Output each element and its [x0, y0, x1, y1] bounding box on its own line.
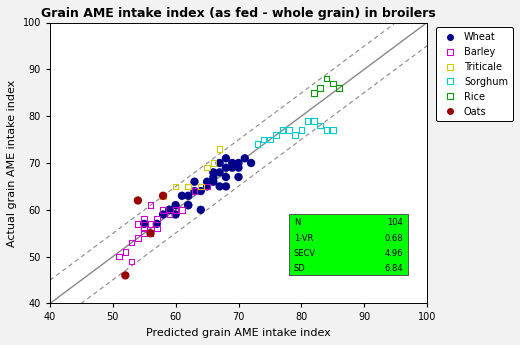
Text: N: N — [294, 218, 300, 227]
Y-axis label: Actual grain AME intake index: Actual grain AME intake index — [7, 79, 17, 247]
Barley — [190, 188, 199, 194]
Barley — [197, 184, 205, 189]
Wheat — [178, 193, 186, 198]
Wheat — [203, 184, 211, 189]
Triticale — [209, 160, 217, 166]
Barley — [184, 184, 192, 189]
Sorghum — [272, 132, 280, 138]
Triticale — [215, 146, 224, 152]
Triticale — [184, 184, 192, 189]
Barley — [127, 240, 136, 245]
Barley — [134, 235, 142, 241]
Barley — [178, 207, 186, 213]
Sorghum — [253, 141, 262, 147]
Oats — [146, 230, 154, 236]
Text: 104: 104 — [387, 218, 403, 227]
Barley — [134, 221, 142, 227]
Barley — [165, 212, 174, 217]
Oats — [121, 273, 129, 278]
Oats — [159, 193, 167, 198]
Barley — [140, 226, 148, 231]
Rice — [310, 90, 318, 96]
Sorghum — [304, 118, 312, 124]
Sorghum — [266, 137, 274, 142]
Rice — [329, 81, 337, 86]
Wheat — [152, 221, 161, 227]
Barley — [172, 207, 180, 213]
Wheat — [172, 203, 180, 208]
Wheat — [241, 156, 249, 161]
Text: 1-VR: 1-VR — [294, 234, 313, 243]
Wheat — [235, 160, 243, 166]
Wheat — [222, 184, 230, 189]
Barley — [203, 184, 211, 189]
Triticale — [172, 184, 180, 189]
Barley — [152, 216, 161, 222]
Sorghum — [297, 127, 306, 133]
Sorghum — [284, 127, 293, 133]
Text: 4.96: 4.96 — [385, 249, 403, 258]
Rice — [316, 85, 324, 91]
Sorghum — [322, 127, 331, 133]
Title: Grain AME intake index (as fed - whole grain) in broilers: Grain AME intake index (as fed - whole g… — [41, 7, 436, 20]
Wheat — [140, 221, 148, 227]
Wheat — [215, 160, 224, 166]
Wheat — [215, 170, 224, 175]
Wheat — [184, 203, 192, 208]
Barley — [127, 258, 136, 264]
Sorghum — [329, 127, 337, 133]
Wheat — [203, 179, 211, 185]
Wheat — [222, 174, 230, 180]
Oats — [134, 198, 142, 203]
Wheat — [184, 203, 192, 208]
Barley — [140, 226, 148, 231]
Wheat — [172, 212, 180, 217]
Sorghum — [278, 127, 287, 133]
Barley — [159, 207, 167, 213]
Wheat — [159, 212, 167, 217]
Wheat — [247, 160, 255, 166]
Barley — [146, 221, 154, 227]
X-axis label: Predicted grain AME intake index: Predicted grain AME intake index — [146, 328, 331, 338]
Wheat — [184, 193, 192, 198]
Rice — [322, 76, 331, 81]
Barley — [146, 230, 154, 236]
Text: 6.84: 6.84 — [385, 264, 403, 273]
Text: 0.68: 0.68 — [385, 234, 403, 243]
Text: SD: SD — [294, 264, 306, 273]
Triticale — [197, 184, 205, 189]
Wheat — [209, 174, 217, 180]
Wheat — [228, 160, 237, 166]
Wheat — [190, 188, 199, 194]
Wheat — [228, 165, 237, 170]
Sorghum — [291, 132, 299, 138]
Text: SECV: SECV — [294, 249, 316, 258]
Sorghum — [316, 123, 324, 128]
Wheat — [215, 184, 224, 189]
Barley — [115, 254, 123, 259]
Barley — [121, 249, 129, 255]
Sorghum — [259, 137, 268, 142]
Wheat — [209, 170, 217, 175]
Wheat — [222, 156, 230, 161]
Wheat — [197, 188, 205, 194]
Wheat — [235, 165, 243, 170]
Rice — [335, 85, 343, 91]
Wheat — [165, 207, 174, 213]
Barley — [140, 230, 148, 236]
Bar — [289, 215, 408, 275]
Wheat — [222, 165, 230, 170]
Triticale — [203, 165, 211, 170]
Wheat — [190, 179, 199, 185]
Wheat — [209, 179, 217, 185]
Wheat — [197, 207, 205, 213]
Barley — [140, 216, 148, 222]
Legend: Wheat, Barley, Triticale, Sorghum, Rice, Oats: Wheat, Barley, Triticale, Sorghum, Rice,… — [436, 27, 513, 121]
Barley — [146, 203, 154, 208]
Triticale — [159, 193, 167, 198]
Wheat — [165, 207, 174, 213]
Barley — [152, 226, 161, 231]
Wheat — [235, 174, 243, 180]
Sorghum — [310, 118, 318, 124]
